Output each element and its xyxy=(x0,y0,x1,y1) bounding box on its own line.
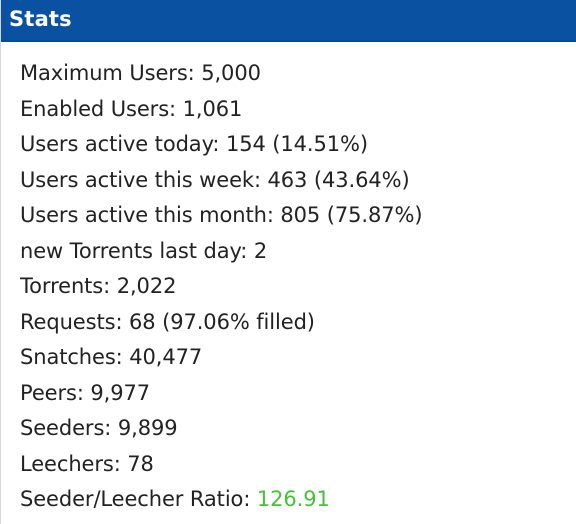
stat-maximum-users: Maximum Users: 5,000 xyxy=(20,61,261,85)
stat-label: Users active this month xyxy=(20,203,267,227)
stat-value: 68 (97.06% filled) xyxy=(129,309,315,334)
stat-label: Snatches xyxy=(20,345,116,369)
panel-header: Stats xyxy=(1,0,576,42)
stat-label: Requests xyxy=(20,309,116,334)
stat-value: 5,000 xyxy=(201,61,261,85)
stat-leechers: Leechers: 78 xyxy=(20,451,154,476)
stat-value: 40,477 xyxy=(129,345,203,369)
panel-title: Stats xyxy=(9,7,72,31)
stat-value: 78 xyxy=(127,451,154,476)
stat-value: 2 xyxy=(253,238,268,263)
stat-label: Torrents xyxy=(20,274,104,298)
stat-ratio-value: 126.91 xyxy=(256,487,330,511)
stat-value: 2,022 xyxy=(116,274,177,298)
stat-label: Users active this week xyxy=(20,167,254,192)
stat-enabled-users: Enabled Users: 1,061 xyxy=(20,96,243,121)
stat-users-active-today: Users active today: 154 (14.51%) xyxy=(20,132,368,156)
stat-label: Seeders xyxy=(20,416,105,440)
stat-value: 9,899 xyxy=(117,416,178,440)
stat-value: 154 (14.51%) xyxy=(225,132,368,156)
stat-users-active-month: Users active this month: 805 (75.87%) xyxy=(20,203,423,227)
stat-value: 805 (75.87%) xyxy=(280,203,423,227)
stat-seeder-leecher-ratio: Seeder/Leecher Ratio: 126.91 xyxy=(20,487,330,511)
stat-label: Leechers xyxy=(20,451,114,476)
stat-new-torrents-last-day: new Torrents last day: 2 xyxy=(20,238,268,263)
stat-label: Maximum Users xyxy=(20,61,188,85)
stat-requests: Requests: 68 (97.06% filled) xyxy=(20,309,315,334)
stat-users-active-week: Users active this week: 463 (43.64%) xyxy=(20,167,410,192)
stat-value: 463 (43.64%) xyxy=(267,167,410,192)
stat-peers: Peers: 9,977 xyxy=(20,380,151,405)
stat-label: Enabled Users xyxy=(20,96,170,121)
stat-seeders: Seeders: 9,899 xyxy=(20,416,178,440)
stat-label: new Torrents last day xyxy=(20,238,241,263)
stat-label: Peers xyxy=(20,380,77,405)
stat-value: 9,977 xyxy=(90,380,151,405)
stat-label: Seeder/Leecher Ratio xyxy=(20,487,244,511)
stat-label: Users active today xyxy=(20,132,213,156)
stats-list: Maximum Users: 5,000 Enabled Users: 1,06… xyxy=(20,57,423,519)
stat-value: 1,061 xyxy=(182,96,243,121)
stat-torrents: Torrents: 2,022 xyxy=(20,274,177,298)
stat-snatches: Snatches: 40,477 xyxy=(20,345,203,369)
